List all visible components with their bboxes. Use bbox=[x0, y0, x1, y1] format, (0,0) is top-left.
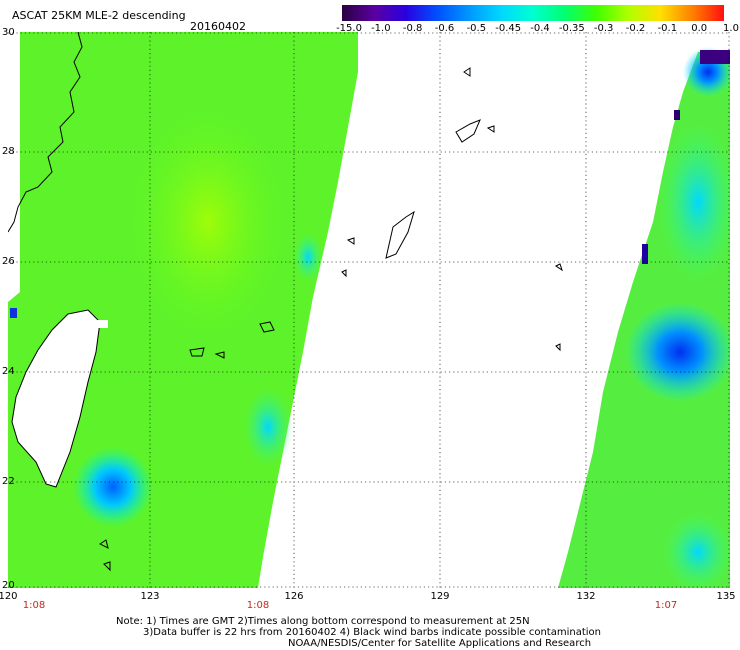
right-swath bbox=[558, 47, 730, 588]
map-date: 20160402 bbox=[190, 20, 246, 33]
color-bar-label: 1.0 bbox=[723, 23, 739, 34]
lon-label-132: 132 bbox=[576, 591, 596, 602]
color-bar-label: -0.35 bbox=[558, 23, 585, 34]
lat-label-28: 28 bbox=[2, 146, 15, 157]
lon-label-135: 135 bbox=[716, 591, 736, 602]
islands bbox=[99, 67, 563, 572]
color-bar-label: 0.0 bbox=[691, 23, 708, 34]
color-bar-label: -0.2 bbox=[625, 23, 646, 34]
wind-map bbox=[8, 32, 730, 588]
left-swath bbox=[8, 32, 358, 588]
lat-label-30: 30 bbox=[2, 27, 15, 38]
color-bar-label: -0.6 bbox=[434, 23, 455, 34]
color-bar-label: -0.45 bbox=[495, 23, 522, 34]
pass-time-2: 1:08 bbox=[246, 600, 270, 611]
color-bar-label: -0.3 bbox=[593, 23, 614, 34]
note-line-3: NOAA/NESDIS/Center for Satellite Applica… bbox=[288, 638, 592, 649]
china-coast bbox=[8, 32, 83, 233]
color-bar-label: -0.4 bbox=[530, 23, 550, 34]
color-bar-label: -0.1 bbox=[657, 23, 678, 34]
note-line-1: Note: 1) Times are GMT 2)Times along bot… bbox=[116, 616, 530, 627]
graticule bbox=[8, 32, 730, 588]
pass-time-3: 1:07 bbox=[654, 600, 678, 611]
lat-label-20: 20 bbox=[2, 580, 15, 591]
lat-label-24: 24 bbox=[2, 366, 15, 377]
color-bar-label: -1.0 bbox=[371, 23, 391, 34]
lon-label-129: 129 bbox=[430, 591, 450, 602]
map-title: ASCAT 25KM MLE-2 descending bbox=[12, 9, 186, 22]
color-bar-labels: -15.0 -1.0 -0.8 -0.6 -0.5 -0.45 -0.4 -0.35 -0.3-… bbox=[335, 23, 739, 35]
lat-label-26: 26 bbox=[2, 256, 15, 267]
color-bar-label: -15.0 bbox=[336, 23, 362, 34]
lon-label-126: 126 bbox=[284, 591, 304, 602]
lat-label-22: 22 bbox=[2, 476, 15, 487]
color-bar bbox=[342, 5, 724, 21]
taiwan-coast bbox=[11, 309, 101, 488]
color-bar-label: -0.5 bbox=[466, 23, 487, 34]
lon-label-123: 123 bbox=[140, 591, 160, 602]
lon-label-120: 120 bbox=[0, 591, 18, 602]
pass-time-1: 1:08 bbox=[22, 600, 46, 611]
note-line-2: 3)Data buffer is 22 hrs from 20160402 4)… bbox=[143, 627, 601, 638]
color-bar-label: -0.8 bbox=[402, 23, 423, 34]
